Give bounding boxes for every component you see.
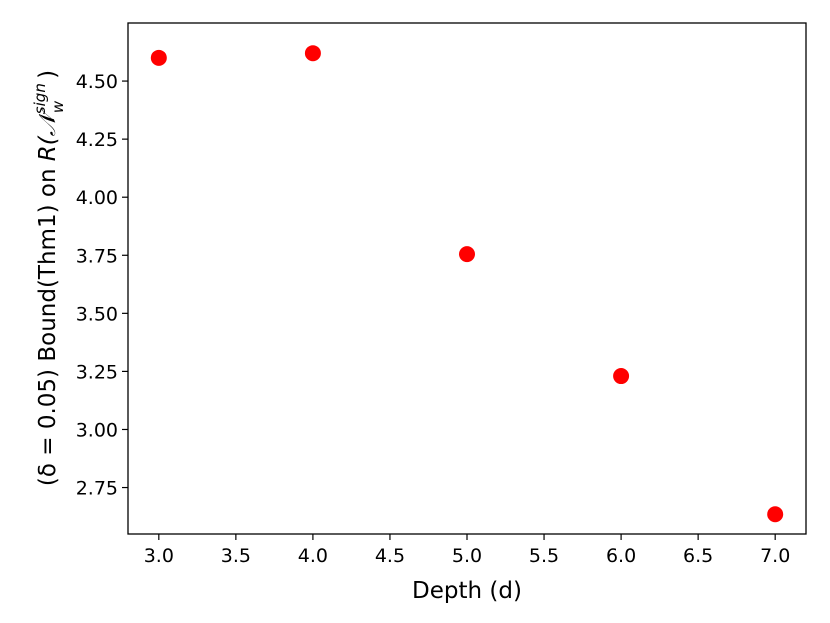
y-tick-label: 4.25 [76,129,118,151]
y-tick-label: 3.00 [76,419,118,441]
x-tick-label: 4.0 [298,545,328,567]
y-tick-label: 4.00 [76,187,118,209]
x-tick-label: 6.5 [683,545,713,567]
x-axis-label: Depth (d) [412,578,522,604]
y-axis-label: (δ = 0.05) Bound(Thm1) on R(𝒩signw) [31,70,67,486]
data-point [613,368,630,385]
y-tick-label: 3.50 [76,303,118,325]
x-tick-label: 7.0 [760,545,790,567]
y-tick-label: 3.25 [76,361,118,383]
x-tick-label: 6.0 [606,545,636,567]
points-layer [150,45,784,523]
y-tick-label: 4.50 [76,71,118,93]
y-tick-label: 2.75 [76,478,118,500]
x-tick-label: 4.5 [375,545,405,567]
plot-frame [127,22,807,535]
data-point [304,45,321,62]
x-tick-label: 3.5 [221,545,251,567]
x-tick-label: 5.5 [529,545,559,567]
y-tick-label: 3.75 [76,245,118,267]
data-point [459,246,475,263]
ticks-layer: 3.0 3.5 4.0 4.5 5.0 5.5 6.0 6.5 7.0 2.75 3.00 3.25 3… [76,71,791,567]
x-tick-label: 5.0 [452,545,482,567]
data-point [767,506,784,523]
data-point [150,49,167,66]
x-tick-label: 3.0 [144,545,174,567]
